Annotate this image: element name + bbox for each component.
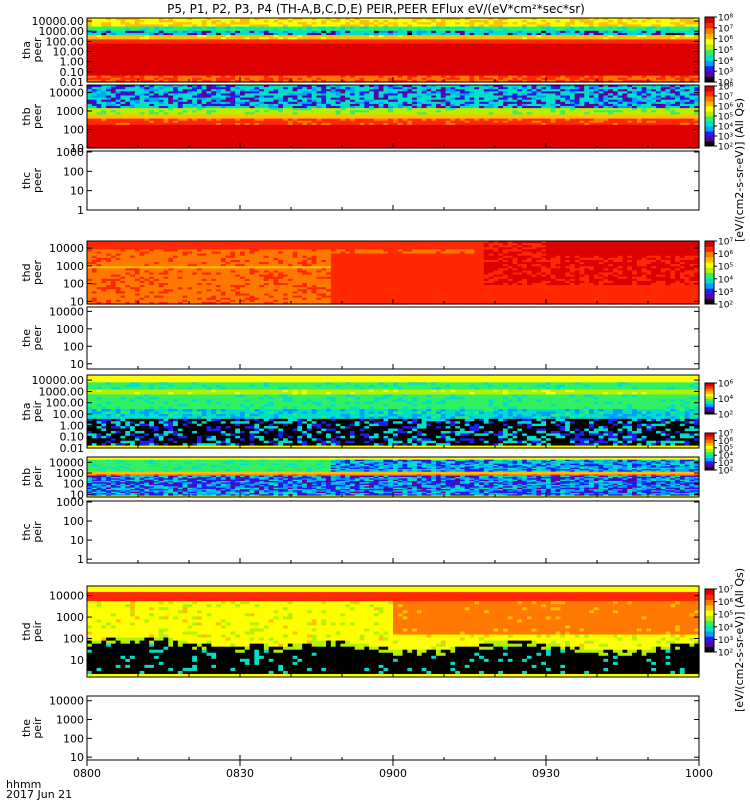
heatmap-cells-tha-peer bbox=[87, 18, 700, 83]
spectrogram-figure: P5, P1, P2, P3, P4 (TH-A,B,C,D,E) PEIR,P… bbox=[0, 0, 750, 800]
chart-title: P5, P1, P2, P3, P4 (TH-A,B,C,D,E) PEIR,P… bbox=[167, 2, 585, 16]
panels-layer: 10000.001000.00100.0010.001.000.100.01th… bbox=[20, 14, 746, 765]
panel-tha-peer: 10000.001000.00100.0010.001.000.100.01th… bbox=[20, 14, 733, 90]
